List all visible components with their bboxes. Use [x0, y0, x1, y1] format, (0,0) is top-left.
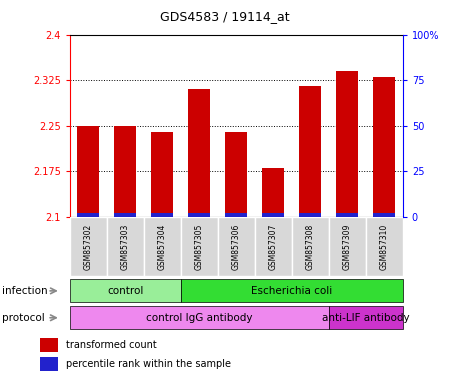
- Bar: [151, 214, 173, 217]
- Bar: [77, 126, 99, 217]
- Bar: [114, 126, 136, 217]
- Text: GDS4583 / 19114_at: GDS4583 / 19114_at: [160, 10, 290, 23]
- Bar: [70, 306, 329, 329]
- Bar: [181, 217, 218, 276]
- Bar: [255, 217, 292, 276]
- Text: GSM857307: GSM857307: [269, 223, 278, 270]
- Text: anti-LIF antibody: anti-LIF antibody: [322, 313, 410, 323]
- Bar: [299, 86, 321, 217]
- Text: control IgG antibody: control IgG antibody: [146, 313, 252, 323]
- Text: GSM857306: GSM857306: [232, 223, 241, 270]
- Text: GSM857308: GSM857308: [306, 223, 315, 270]
- Bar: [40, 338, 58, 352]
- Bar: [373, 214, 396, 217]
- Bar: [77, 214, 99, 217]
- Text: GSM857305: GSM857305: [195, 223, 204, 270]
- Bar: [262, 168, 284, 217]
- Bar: [329, 306, 403, 329]
- Bar: [373, 77, 396, 217]
- Bar: [336, 71, 358, 217]
- Text: GSM857304: GSM857304: [158, 223, 167, 270]
- Bar: [40, 357, 58, 371]
- Text: GSM857310: GSM857310: [380, 223, 389, 270]
- Text: GSM857309: GSM857309: [343, 223, 352, 270]
- Text: GSM857302: GSM857302: [84, 223, 93, 270]
- Bar: [329, 217, 366, 276]
- Bar: [336, 214, 358, 217]
- Bar: [144, 217, 181, 276]
- Text: infection: infection: [2, 286, 48, 296]
- Text: control: control: [107, 286, 144, 296]
- Text: Escherichia coli: Escherichia coli: [251, 286, 333, 296]
- Bar: [70, 217, 107, 276]
- Bar: [366, 217, 403, 276]
- Bar: [225, 132, 248, 217]
- Bar: [114, 214, 136, 217]
- Bar: [262, 214, 284, 217]
- Bar: [181, 280, 403, 302]
- Bar: [225, 214, 248, 217]
- Text: transformed count: transformed count: [66, 340, 157, 350]
- Bar: [151, 132, 173, 217]
- Bar: [107, 217, 144, 276]
- Text: percentile rank within the sample: percentile rank within the sample: [66, 359, 231, 369]
- Bar: [299, 214, 321, 217]
- Bar: [218, 217, 255, 276]
- Text: GSM857303: GSM857303: [121, 223, 130, 270]
- Bar: [70, 280, 181, 302]
- Bar: [188, 89, 210, 217]
- Bar: [292, 217, 329, 276]
- Bar: [188, 214, 210, 217]
- Text: protocol: protocol: [2, 313, 45, 323]
